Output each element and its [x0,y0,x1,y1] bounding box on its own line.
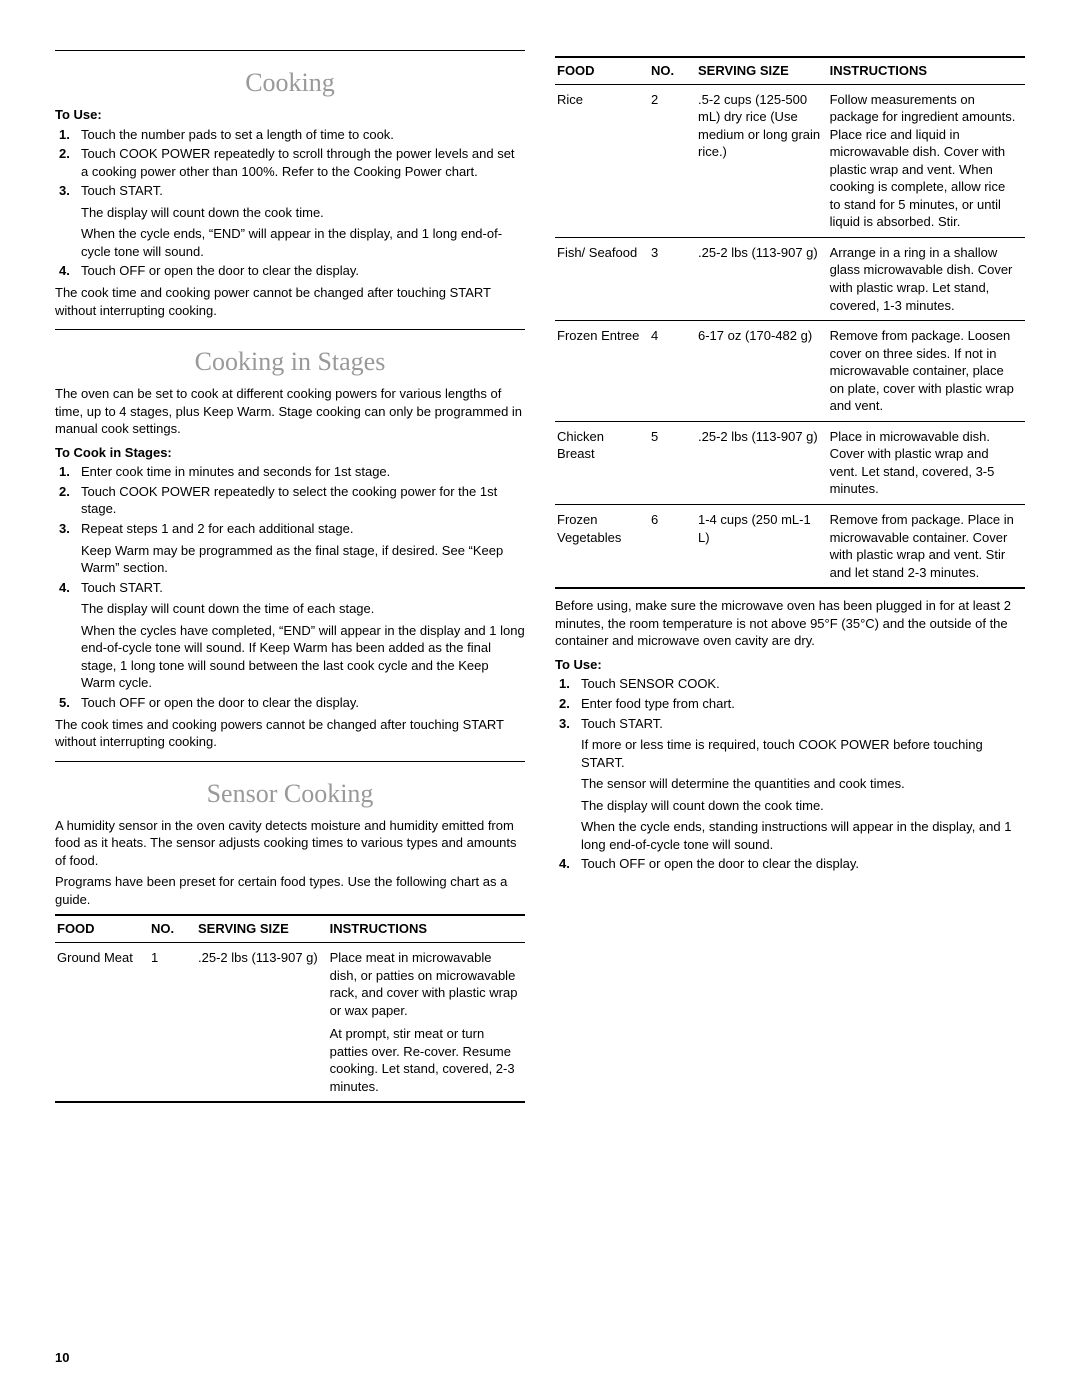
sensor-table-right: Food No. Serving Size Instructions Rice … [555,56,1025,589]
th-no: No. [649,57,696,84]
list-item: Enter food type from chart. [555,695,1025,713]
cell-serving: 6-17 oz (170-482 g) [696,321,828,422]
subheading-to-use: To Use: [55,106,525,124]
cell-food: Ground Meat [55,942,149,1102]
step-sub: When the cycle ends, “END” will appear i… [81,225,525,260]
rule [55,761,525,762]
table-row: Fish/ Seafood 3 .25-2 lbs (113-907 g) Ar… [555,237,1025,320]
cell-serving: .25-2 lbs (113-907 g) [196,942,328,1102]
cell-serving: .25-2 lbs (113-907 g) [696,421,828,504]
step-text: Touch START. [81,183,163,198]
heading-stages: Cooking in Stages [55,344,525,379]
step-text: Repeat steps 1 and 2 for each additional… [81,521,353,536]
stages-note: The cook times and cooking powers cannot… [55,716,525,751]
page-columns: Cooking To Use: Touch the number pads to… [55,50,1025,1103]
list-item: Touch the number pads to set a length of… [55,126,525,144]
after-table-note: Before using, make sure the microwave ov… [555,597,1025,650]
table-row: Rice 2 .5-2 cups (125-500 mL) dry rice (… [555,84,1025,237]
step-sub: Keep Warm may be programmed as the final… [81,542,525,577]
step-text: Touch START. [81,580,163,595]
step-text: Touch SENSOR COOK. [581,676,720,691]
cooking-note: The cook time and cooking power cannot b… [55,284,525,319]
step-text: Touch START. [581,716,663,731]
heading-cooking: Cooking [55,65,525,100]
page-number: 10 [55,1349,69,1367]
step-sub: When the cycles have completed, “END” wi… [81,622,525,692]
sensor-p2: Programs have been preset for certain fo… [55,873,525,908]
step-sub: When the cycle ends, standing instructio… [581,818,1025,853]
th-no: No. [149,915,196,942]
subheading-to-use: To Use: [555,656,1025,674]
stages-steps: Enter cook time in minutes and seconds f… [55,463,525,711]
th-instructions: Instructions [328,915,525,942]
step-sub: The display will count down the cook tim… [81,204,525,222]
cell-no: 5 [649,421,696,504]
table-row: Chicken Breast 5 .25-2 lbs (113-907 g) P… [555,421,1025,504]
step-sub: The display will count down the time of … [81,600,525,618]
cell-food: Fish/ Seafood [555,237,649,320]
cell-p: Place meat in microwavable dish, or patt… [330,949,519,1019]
list-item: Touch START. If more or less time is req… [555,715,1025,854]
table-row: Frozen Vegetables 6 1-4 cups (250 mL-1 L… [555,505,1025,589]
cell-p: At prompt, stir meat or turn patties ove… [330,1025,519,1095]
cell-no: 1 [149,942,196,1102]
cell-food: Rice [555,84,649,237]
sensor-p1: A humidity sensor in the oven cavity det… [55,817,525,870]
step-text: Touch COOK POWER repeatedly to scroll th… [81,146,515,179]
subheading-to-cook: To Cook in Stages: [55,444,525,462]
th-food: Food [555,57,649,84]
step-text: Touch COOK POWER repeatedly to select th… [81,484,497,517]
th-instructions: Instructions [828,57,1025,84]
table-row: Ground Meat 1 .25-2 lbs (113-907 g) Plac… [55,942,525,1102]
cooking-steps: Touch the number pads to set a length of… [55,126,525,280]
step-sub: The display will count down the cook tim… [581,797,1025,815]
th-serving: Serving Size [696,57,828,84]
stages-intro: The oven can be set to cook at different… [55,385,525,438]
cell-food: Frozen Entree [555,321,649,422]
rule [55,329,525,330]
th-serving: Serving Size [196,915,328,942]
step-text: Enter cook time in minutes and seconds f… [81,464,390,479]
list-item: Touch COOK POWER repeatedly to scroll th… [55,145,525,180]
cell-no: 2 [649,84,696,237]
list-item: Touch OFF or open the door to clear the … [555,855,1025,873]
cell-food: Frozen Vegetables [555,505,649,589]
cell-instructions: Remove from package. Loosen cover on thr… [828,321,1025,422]
list-item: Touch OFF or open the door to clear the … [55,694,525,712]
list-item: Touch COOK POWER repeatedly to select th… [55,483,525,518]
cell-instructions: Place meat in microwavable dish, or patt… [328,942,525,1102]
rule [55,50,525,51]
cell-no: 3 [649,237,696,320]
step-text: Touch OFF or open the door to clear the … [581,856,859,871]
step-text: Touch OFF or open the door to clear the … [81,695,359,710]
cell-instructions: Remove from package. Place in microwavab… [828,505,1025,589]
cell-food: Chicken Breast [555,421,649,504]
cell-no: 4 [649,321,696,422]
list-item: Touch OFF or open the door to clear the … [55,262,525,280]
cell-instructions: Arrange in a ring in a shallow glass mic… [828,237,1025,320]
cell-no: 6 [649,505,696,589]
cell-instructions: Place in microwavable dish. Cover with p… [828,421,1025,504]
step-text: Touch the number pads to set a length of… [81,127,394,142]
heading-sensor: Sensor Cooking [55,776,525,811]
cell-instructions: Follow measurements on package for ingre… [828,84,1025,237]
th-food: Food [55,915,149,942]
list-item: Touch SENSOR COOK. [555,675,1025,693]
step-text: Enter food type from chart. [581,696,735,711]
step-sub: If more or less time is required, touch … [581,736,1025,771]
step-sub: The sensor will determine the quantities… [581,775,1025,793]
list-item: Touch START. The display will count down… [55,579,525,692]
list-item: Enter cook time in minutes and seconds f… [55,463,525,481]
cell-serving: .5-2 cups (125-500 mL) dry rice (Use med… [696,84,828,237]
step-text: Touch OFF or open the door to clear the … [81,263,359,278]
left-column: Cooking To Use: Touch the number pads to… [55,50,525,1103]
right-steps: Touch SENSOR COOK. Enter food type from … [555,675,1025,872]
cell-serving: .25-2 lbs (113-907 g) [696,237,828,320]
table-row: Frozen Entree 4 6-17 oz (170-482 g) Remo… [555,321,1025,422]
right-column: Food No. Serving Size Instructions Rice … [555,50,1025,1103]
list-item: Touch START. The display will count down… [55,182,525,260]
sensor-table-left: Food No. Serving Size Instructions Groun… [55,914,525,1103]
list-item: Repeat steps 1 and 2 for each additional… [55,520,525,577]
cell-serving: 1-4 cups (250 mL-1 L) [696,505,828,589]
